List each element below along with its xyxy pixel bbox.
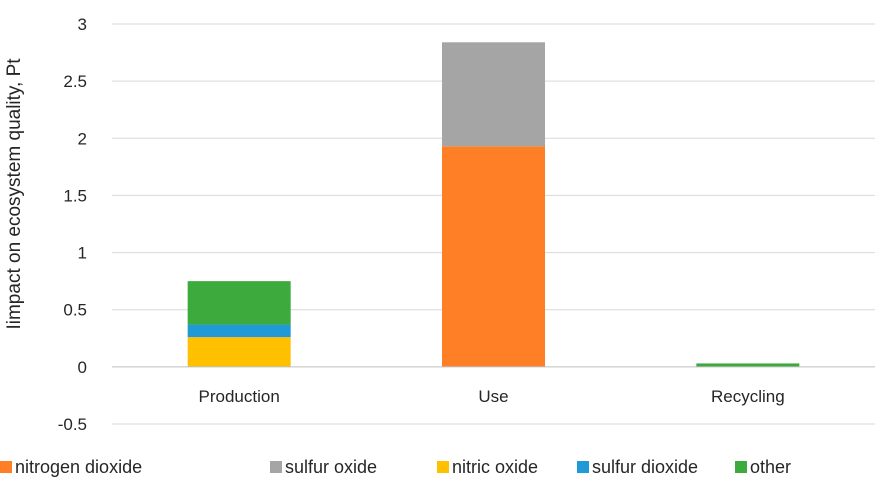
legend-swatch-nitrogen-dioxide xyxy=(0,461,12,473)
bar-segment-other-production xyxy=(187,281,291,325)
legend-label-sulfur-oxide: sulfur oxide xyxy=(285,457,377,477)
x-tick-label: Recycling xyxy=(711,387,785,406)
legend-label-nitrogen-dioxide: nitrogen dioxide xyxy=(15,457,142,477)
x-tick-label: Production xyxy=(199,387,280,406)
y-tick-label: 0.5 xyxy=(63,301,87,320)
legend-label-nitric-oxide: nitric oxide xyxy=(452,457,538,477)
y-tick-label: 2 xyxy=(78,129,87,148)
bar-segment-sulfur-dioxide-production xyxy=(187,324,291,338)
legend-label-other: other xyxy=(750,457,791,477)
y-tick-label: 3 xyxy=(78,15,87,34)
y-tick-label: 1 xyxy=(78,244,87,263)
bars xyxy=(187,42,800,367)
bar-segment-nitric-oxide-production xyxy=(187,337,291,367)
y-tick-label: -0.5 xyxy=(58,415,87,434)
x-tick-label: Use xyxy=(478,387,508,406)
y-tick-label: 1.5 xyxy=(63,186,87,205)
y-tick-label: 2.5 xyxy=(63,72,87,91)
legend-label-sulfur-dioxide: sulfur dioxide xyxy=(592,457,698,477)
tick-labels: -0.5 0 0.5 1 1.5 2 2.5 3 Production Use Recycling xyxy=(58,15,785,434)
y-tick-label: 0 xyxy=(78,358,87,377)
legend-swatch-nitric-oxide xyxy=(437,461,449,473)
legend-swatch-sulfur-oxide xyxy=(270,461,282,473)
bar-segment-other-recycling xyxy=(696,363,800,367)
bar-segment-nitrogen-dioxide-use xyxy=(442,146,545,367)
bar-segment-sulfur-oxide-use xyxy=(442,42,545,147)
y-axis-title: Iimpact on ecosystem quality, Pt xyxy=(4,58,25,330)
legend: nitrogen dioxide sulfur oxide nitric oxide… xyxy=(0,457,791,477)
legend-swatch-sulfur-dioxide xyxy=(577,461,589,473)
legend-swatch-other xyxy=(735,461,747,473)
